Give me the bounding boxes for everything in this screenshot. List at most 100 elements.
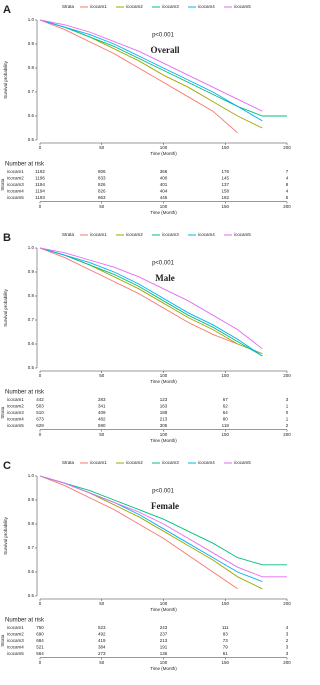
x-tick-label: 50	[99, 373, 105, 378]
risk-count: 1192	[35, 169, 45, 174]
risk-x-tick-label: 200	[283, 204, 291, 209]
risk-count: 243	[160, 625, 168, 630]
survival-curve	[39, 247, 263, 357]
risk-count: 4	[286, 188, 289, 193]
risk-count: 503	[36, 404, 44, 409]
y-tick-label: 0.8	[28, 293, 35, 298]
y-axis-label: Survival probability	[3, 288, 8, 327]
risk-title: Number at risk	[5, 390, 45, 396]
panel-label: B	[3, 232, 11, 244]
x-tick-label: 50	[99, 601, 105, 606]
risk-count: 401	[160, 182, 168, 187]
annotation: p<0.001	[152, 489, 175, 495]
risk-count: 1193	[35, 195, 45, 200]
survival-curve	[39, 19, 263, 112]
risk-count: 1196	[35, 176, 45, 181]
y-axis-label: Survival probability	[3, 516, 8, 555]
x-axis-label: Time (Month)	[150, 151, 177, 156]
risk-count: 833	[98, 176, 106, 181]
x-axis-label: Time (Month)	[150, 379, 177, 384]
risk-count: 442	[36, 397, 44, 402]
legend-label: icocam3	[162, 232, 179, 237]
risk-count: 409	[98, 410, 106, 415]
legend-label: icocam1	[90, 4, 107, 9]
risk-x-tick-label: 50	[99, 660, 105, 665]
risk-row-label: icocam2	[7, 176, 24, 181]
risk-count: 1194	[35, 182, 45, 187]
risk-count: 83	[223, 632, 229, 637]
y-tick-label: 0.9	[28, 41, 35, 46]
risk-count: 3	[286, 644, 289, 649]
risk-x-tick-label: 150	[221, 204, 229, 209]
risk-count: 863	[98, 195, 106, 200]
risk-count: 61	[223, 651, 229, 656]
risk-count: 523	[98, 625, 106, 630]
risk-row-label: icocam1	[7, 397, 24, 402]
x-tick-label: 0	[39, 373, 42, 378]
risk-count: 4	[286, 176, 289, 181]
risk-count: 1	[286, 416, 289, 421]
risk-count: 341	[98, 404, 106, 409]
risk-x-tick-label: 200	[283, 660, 291, 665]
risk-x-label: Time (Month)	[150, 438, 177, 443]
risk-row-label: icocam3	[7, 182, 24, 187]
risk-count: 690	[36, 632, 44, 637]
panel-label: A	[3, 4, 11, 16]
survival-curve	[39, 247, 263, 357]
y-tick-label: 0.6	[28, 113, 35, 118]
legend-label: icocam2	[126, 232, 143, 237]
risk-count: 158	[221, 188, 229, 193]
x-tick-label: 200	[283, 601, 291, 606]
legend-label: icocam4	[198, 460, 215, 465]
legend-title: Strata	[62, 4, 75, 9]
x-tick-label: 150	[221, 601, 229, 606]
risk-count: 684	[36, 638, 44, 643]
risk-count: 0	[286, 410, 289, 415]
legend-label: icocam5	[234, 4, 251, 9]
risk-count: 176	[221, 169, 229, 174]
legend-label: icocam2	[126, 4, 143, 9]
legend-title: Strata	[62, 232, 75, 237]
survival-curve	[39, 19, 263, 122]
risk-y-label: Strata	[0, 406, 5, 419]
legend-label: icocam5	[234, 232, 251, 237]
risk-count: 3	[286, 397, 289, 402]
x-tick-label: 200	[283, 373, 291, 378]
risk-count: 79	[223, 644, 229, 649]
risk-count: 80	[223, 416, 229, 421]
y-axis-label: Survival probability	[3, 60, 8, 99]
risk-count: 750	[36, 625, 44, 630]
risk-count: 145	[221, 176, 229, 181]
y-tick-label: 0.6	[28, 341, 35, 346]
risk-count: 673	[36, 416, 44, 421]
risk-count: 213	[160, 416, 168, 421]
panel-label: C	[3, 460, 11, 472]
x-tick-label: 50	[99, 145, 105, 150]
risk-row-label: icocam5	[7, 651, 24, 656]
risk-row-label: icocam2	[7, 404, 24, 409]
risk-count: 1194	[35, 188, 45, 193]
risk-count: 305	[160, 423, 168, 428]
legend-label: icocam3	[162, 4, 179, 9]
risk-count: 111	[222, 625, 229, 630]
survival-curve	[39, 19, 287, 117]
x-tick-label: 100	[160, 601, 168, 606]
risk-count: 366	[160, 169, 168, 174]
risk-count: 163	[160, 404, 168, 409]
risk-x-label: Time (Month)	[150, 210, 177, 215]
legend-label: icocam5	[234, 460, 251, 465]
y-tick-label: 0.8	[28, 521, 35, 526]
risk-count: 400	[160, 176, 168, 181]
risk-x-tick-label: 100	[160, 660, 168, 665]
risk-x-tick-label: 100	[160, 432, 168, 437]
risk-row-label: icocam4	[7, 644, 24, 649]
risk-row-label: icocam3	[7, 410, 24, 415]
risk-y-label: Strata	[0, 178, 5, 191]
risk-count: 445	[160, 195, 168, 200]
risk-row-label: icocam1	[7, 625, 24, 630]
survival-curve	[39, 475, 238, 590]
x-tick-label: 150	[221, 373, 229, 378]
x-tick-label: 0	[39, 145, 42, 150]
y-tick-label: 0.5	[28, 593, 35, 598]
x-axis-label: Time (Month)	[150, 607, 177, 612]
